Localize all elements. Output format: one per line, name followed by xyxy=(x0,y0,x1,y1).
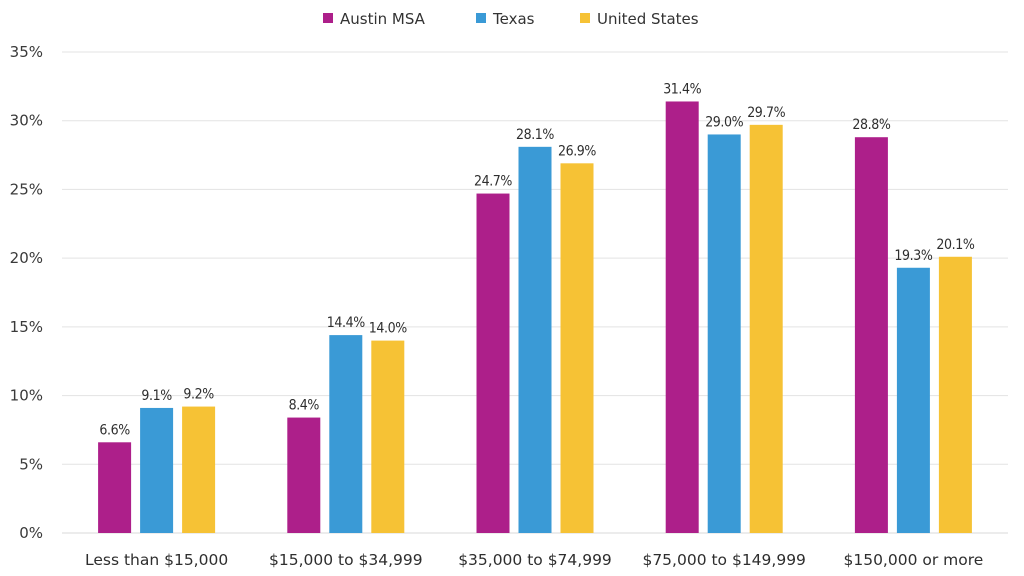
bar-texas xyxy=(329,335,363,533)
y-tick-label: 30% xyxy=(10,112,43,130)
x-category-label: Less than $15,000 xyxy=(85,551,228,569)
data-label: 14.0% xyxy=(369,321,407,337)
bar-texas xyxy=(140,407,174,533)
bar-texas xyxy=(896,267,930,533)
data-label: 29.0% xyxy=(705,114,743,130)
data-label: 31.4% xyxy=(663,81,701,97)
bar-texas xyxy=(707,134,741,533)
bar-austin-msa xyxy=(287,417,321,533)
x-category-label: $75,000 to $149,999 xyxy=(642,551,805,569)
data-label: 28.1% xyxy=(516,127,554,143)
y-tick-label: 35% xyxy=(10,43,43,61)
legend-swatch xyxy=(476,13,486,23)
data-label: 19.3% xyxy=(894,248,932,264)
bar-united-states xyxy=(938,256,972,533)
x-category-label: $15,000 to $34,999 xyxy=(269,551,423,569)
data-label: 6.6% xyxy=(99,422,130,438)
y-tick-label: 25% xyxy=(10,180,43,198)
data-label: 9.2% xyxy=(183,387,214,403)
legend-label: Austin MSA xyxy=(340,10,426,28)
bar-austin-msa xyxy=(476,193,510,533)
y-tick-label: 5% xyxy=(19,455,43,473)
legend: Austin MSA Texas United States xyxy=(323,10,699,28)
bar-austin-msa xyxy=(854,137,888,533)
y-tick-label: 0% xyxy=(19,524,43,542)
bar-texas xyxy=(518,146,552,533)
bar-united-states xyxy=(182,406,216,533)
data-label: 26.9% xyxy=(558,143,596,159)
y-tick-label: 15% xyxy=(10,318,43,336)
data-label: 24.7% xyxy=(474,174,512,190)
legend-label: United States xyxy=(597,10,699,28)
bars xyxy=(98,101,972,533)
bar-united-states xyxy=(371,340,405,533)
bar-austin-msa xyxy=(665,101,699,533)
data-label: 20.1% xyxy=(936,237,974,253)
data-label: 14.4% xyxy=(327,315,365,331)
legend-swatch xyxy=(580,13,590,23)
x-axis-categories: Less than $15,000 $15,000 to $34,999 $35,0… xyxy=(85,551,983,569)
bar-austin-msa xyxy=(98,442,132,533)
data-labels: 6.6% 9.1% 9.2% 8.4% 14.4% 14.0% 24.7% 28.1%26.9… xyxy=(99,81,975,438)
legend-label: Texas xyxy=(492,10,535,28)
y-tick-label: 10% xyxy=(10,387,43,405)
x-category-label: $150,000 or more xyxy=(843,551,983,569)
data-label: 8.4% xyxy=(289,398,320,414)
legend-swatch xyxy=(323,13,333,23)
y-tick-label: 20% xyxy=(10,249,43,267)
data-label: 29.7% xyxy=(747,105,785,121)
bar-united-states xyxy=(560,163,594,533)
x-category-label: $35,000 to $74,999 xyxy=(458,551,612,569)
data-label: 28.8% xyxy=(852,117,890,133)
bar-united-states xyxy=(749,124,783,533)
y-axis-ticks: 0% 5% 10% 15% 20% 25% 30% 35% xyxy=(10,43,43,542)
data-label: 9.1% xyxy=(141,388,172,404)
